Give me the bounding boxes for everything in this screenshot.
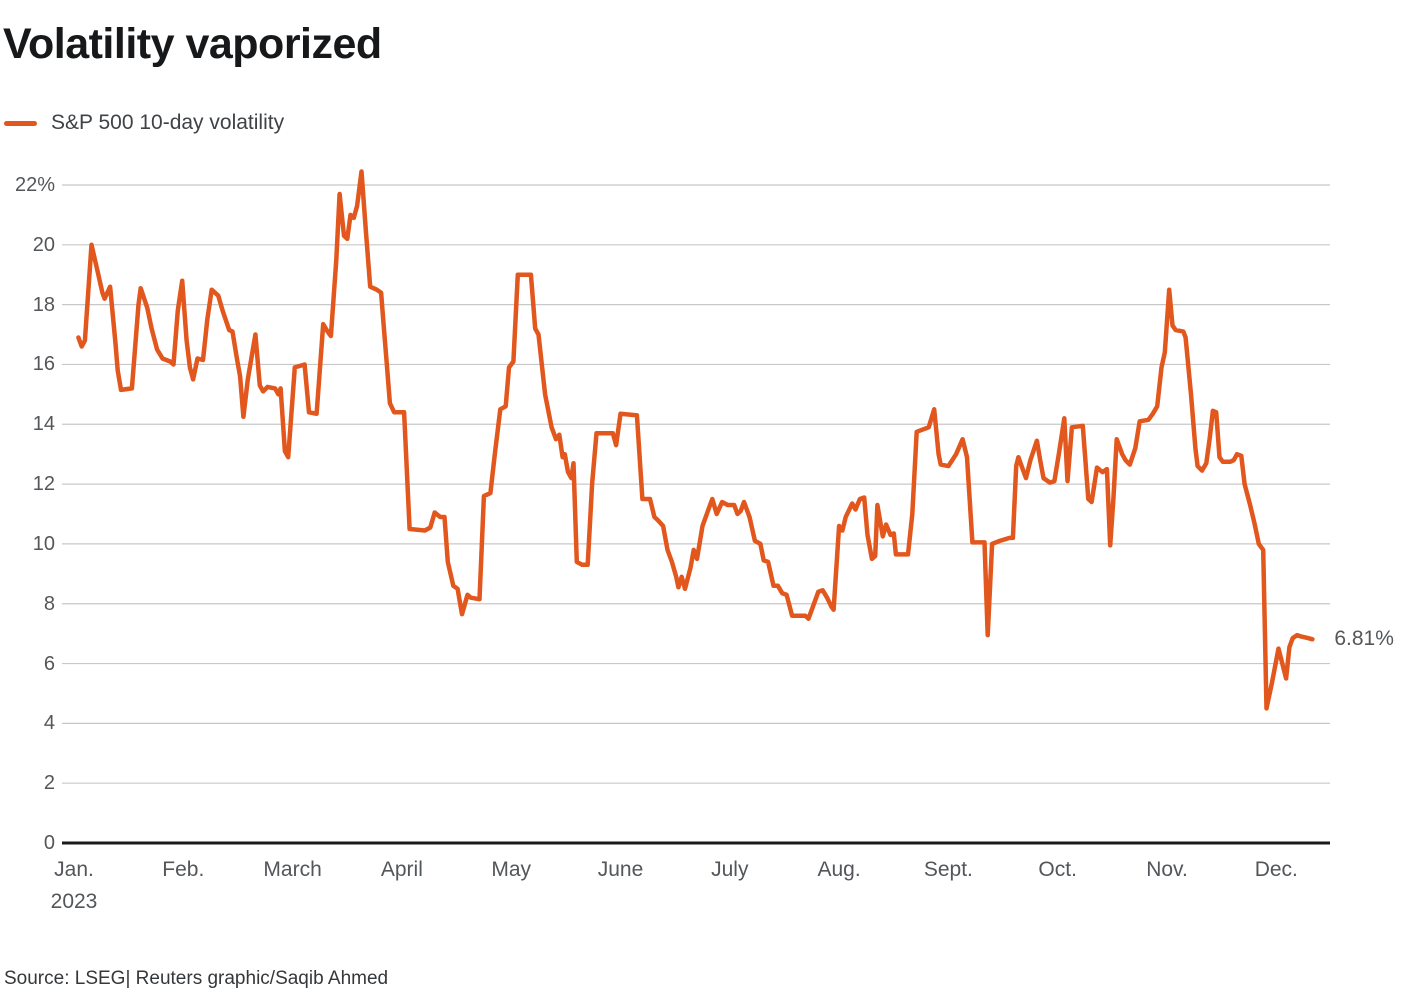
x-tick-label: Jan. bbox=[54, 858, 94, 881]
page-title: Volatility vaporized bbox=[3, 20, 382, 68]
x-tick-label: Sept. bbox=[923, 858, 973, 881]
y-tick-label: 14 bbox=[32, 413, 55, 436]
x-tick: Dec. bbox=[1221, 858, 1331, 882]
x-tick-label: Nov. bbox=[1146, 858, 1188, 881]
x-tick-year-label: 2023 bbox=[50, 890, 98, 913]
x-tick-label: Oct. bbox=[1038, 858, 1077, 881]
y-tick-label: 0 bbox=[43, 832, 55, 854]
x-tick-label: Aug. bbox=[817, 858, 861, 881]
y-tick-label: 2 bbox=[43, 772, 55, 795]
x-tick: Feb. bbox=[128, 858, 238, 882]
y-tick-label: 10 bbox=[32, 532, 55, 555]
x-tick-label: Dec. bbox=[1254, 858, 1298, 881]
x-tick: June bbox=[566, 858, 676, 882]
x-tick: April bbox=[347, 858, 457, 882]
y-tick-label: 12 bbox=[32, 473, 55, 496]
y-tick-label: 22% bbox=[14, 174, 55, 196]
source-note: Source: LSEG| Reuters graphic/Saqib Ahme… bbox=[4, 968, 389, 989]
x-tick-label: April bbox=[380, 858, 423, 881]
x-tick: Aug. bbox=[784, 858, 894, 882]
y-tick-label: 20 bbox=[32, 233, 55, 256]
x-tick-label: Feb. bbox=[162, 858, 205, 881]
x-tick-label: July bbox=[711, 858, 749, 881]
legend-line-swatch bbox=[4, 120, 37, 126]
y-tick-label: 16 bbox=[32, 353, 55, 376]
x-tick-label: March bbox=[263, 858, 322, 881]
x-tick: March bbox=[238, 858, 348, 882]
chart-legend: S&P 500 10-day volatility bbox=[4, 110, 284, 136]
x-tick: Nov. bbox=[1112, 858, 1222, 882]
last-value-label: 6.81% bbox=[1334, 627, 1394, 651]
x-tick: Oct. bbox=[1003, 858, 1113, 882]
x-tick-label: May bbox=[491, 858, 532, 881]
x-tick: Jan. 2023 bbox=[19, 858, 129, 914]
y-tick-label: 4 bbox=[43, 712, 55, 735]
legend-label: S&P 500 10-day volatility bbox=[51, 111, 285, 134]
y-tick-label: 18 bbox=[32, 293, 55, 316]
x-tick: July bbox=[675, 858, 785, 882]
x-tick: Sept. bbox=[893, 858, 1003, 882]
x-tick-label: June bbox=[597, 858, 644, 881]
x-tick: May bbox=[456, 858, 566, 882]
volatility-line bbox=[76, 169, 1315, 711]
y-tick-label: 6 bbox=[43, 652, 55, 675]
y-tick-label: 8 bbox=[43, 592, 55, 615]
